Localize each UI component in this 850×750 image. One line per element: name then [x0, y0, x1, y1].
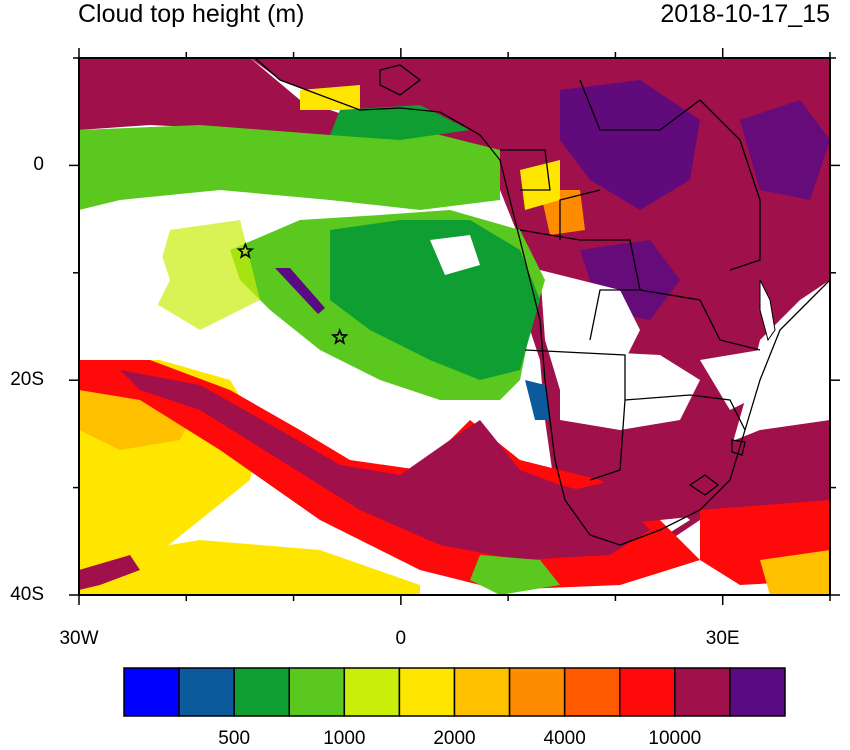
southeast-orange	[760, 550, 830, 595]
north-dark-green	[330, 105, 470, 140]
lake-outline	[759, 279, 776, 342]
colorbar-swatch	[508, 667, 566, 717]
colorbar-label: 4000	[543, 728, 586, 749]
colorbar-swatch	[233, 667, 291, 717]
south-green-bottom	[470, 555, 560, 595]
colorbar-swatch	[729, 667, 786, 717]
timestamp-label: 2018-10-17_15	[660, 0, 830, 28]
africa-purple-core	[560, 80, 700, 210]
y-axis-label: 0	[33, 154, 44, 176]
yellow-patch-north	[520, 160, 560, 210]
kalahari-clear	[560, 350, 700, 430]
colorbar-swatch	[619, 667, 676, 717]
colorbar-label: 2000	[433, 728, 476, 749]
sc-deck-purple-streak	[275, 268, 325, 314]
colorbar-swatch	[178, 667, 235, 717]
colorbar-label: 1000	[323, 728, 366, 749]
x-axis-label: 0	[395, 628, 407, 649]
sc-deck-clear-hole	[430, 235, 480, 275]
sw-maroon-bottom	[79, 555, 140, 590]
colorbar-swatch	[674, 667, 731, 717]
plot-title: Cloud top height (m)	[78, 0, 305, 28]
east-clear	[700, 350, 770, 410]
x-axis-label: 30E	[705, 628, 740, 649]
x-axis-label: 30W	[59, 628, 99, 649]
axis-ticks	[69, 48, 840, 605]
colorbar-swatch	[453, 667, 511, 717]
map-frame	[78, 57, 831, 596]
west-clear	[79, 210, 170, 360]
colorbar-label: 500	[218, 728, 251, 749]
colorbar-swatch	[343, 667, 401, 717]
sc-deck-dark-green	[330, 220, 540, 380]
borders	[254, 58, 830, 546]
sc-deck-yellow-edge	[150, 220, 260, 330]
colorbar-swatch	[123, 667, 180, 717]
colorbar-label: 10000	[648, 728, 702, 749]
star-marker	[236, 242, 255, 259]
map-plot-area	[79, 58, 830, 595]
colorbar-swatch	[398, 667, 456, 717]
marker-layer	[236, 242, 349, 345]
y-axis-label: 20S	[10, 369, 44, 391]
y-axis-label: 40S	[10, 584, 44, 605]
colorbar-swatch	[563, 667, 621, 717]
colorbar	[123, 667, 786, 717]
africa-high-cloud	[250, 58, 830, 560]
star-marker	[330, 328, 349, 345]
north-green-band	[79, 125, 500, 210]
south-yellow-bottom	[79, 540, 420, 595]
coast-blue	[525, 380, 550, 420]
africa-east-purple	[740, 100, 830, 200]
colorbar-swatch	[288, 667, 346, 717]
